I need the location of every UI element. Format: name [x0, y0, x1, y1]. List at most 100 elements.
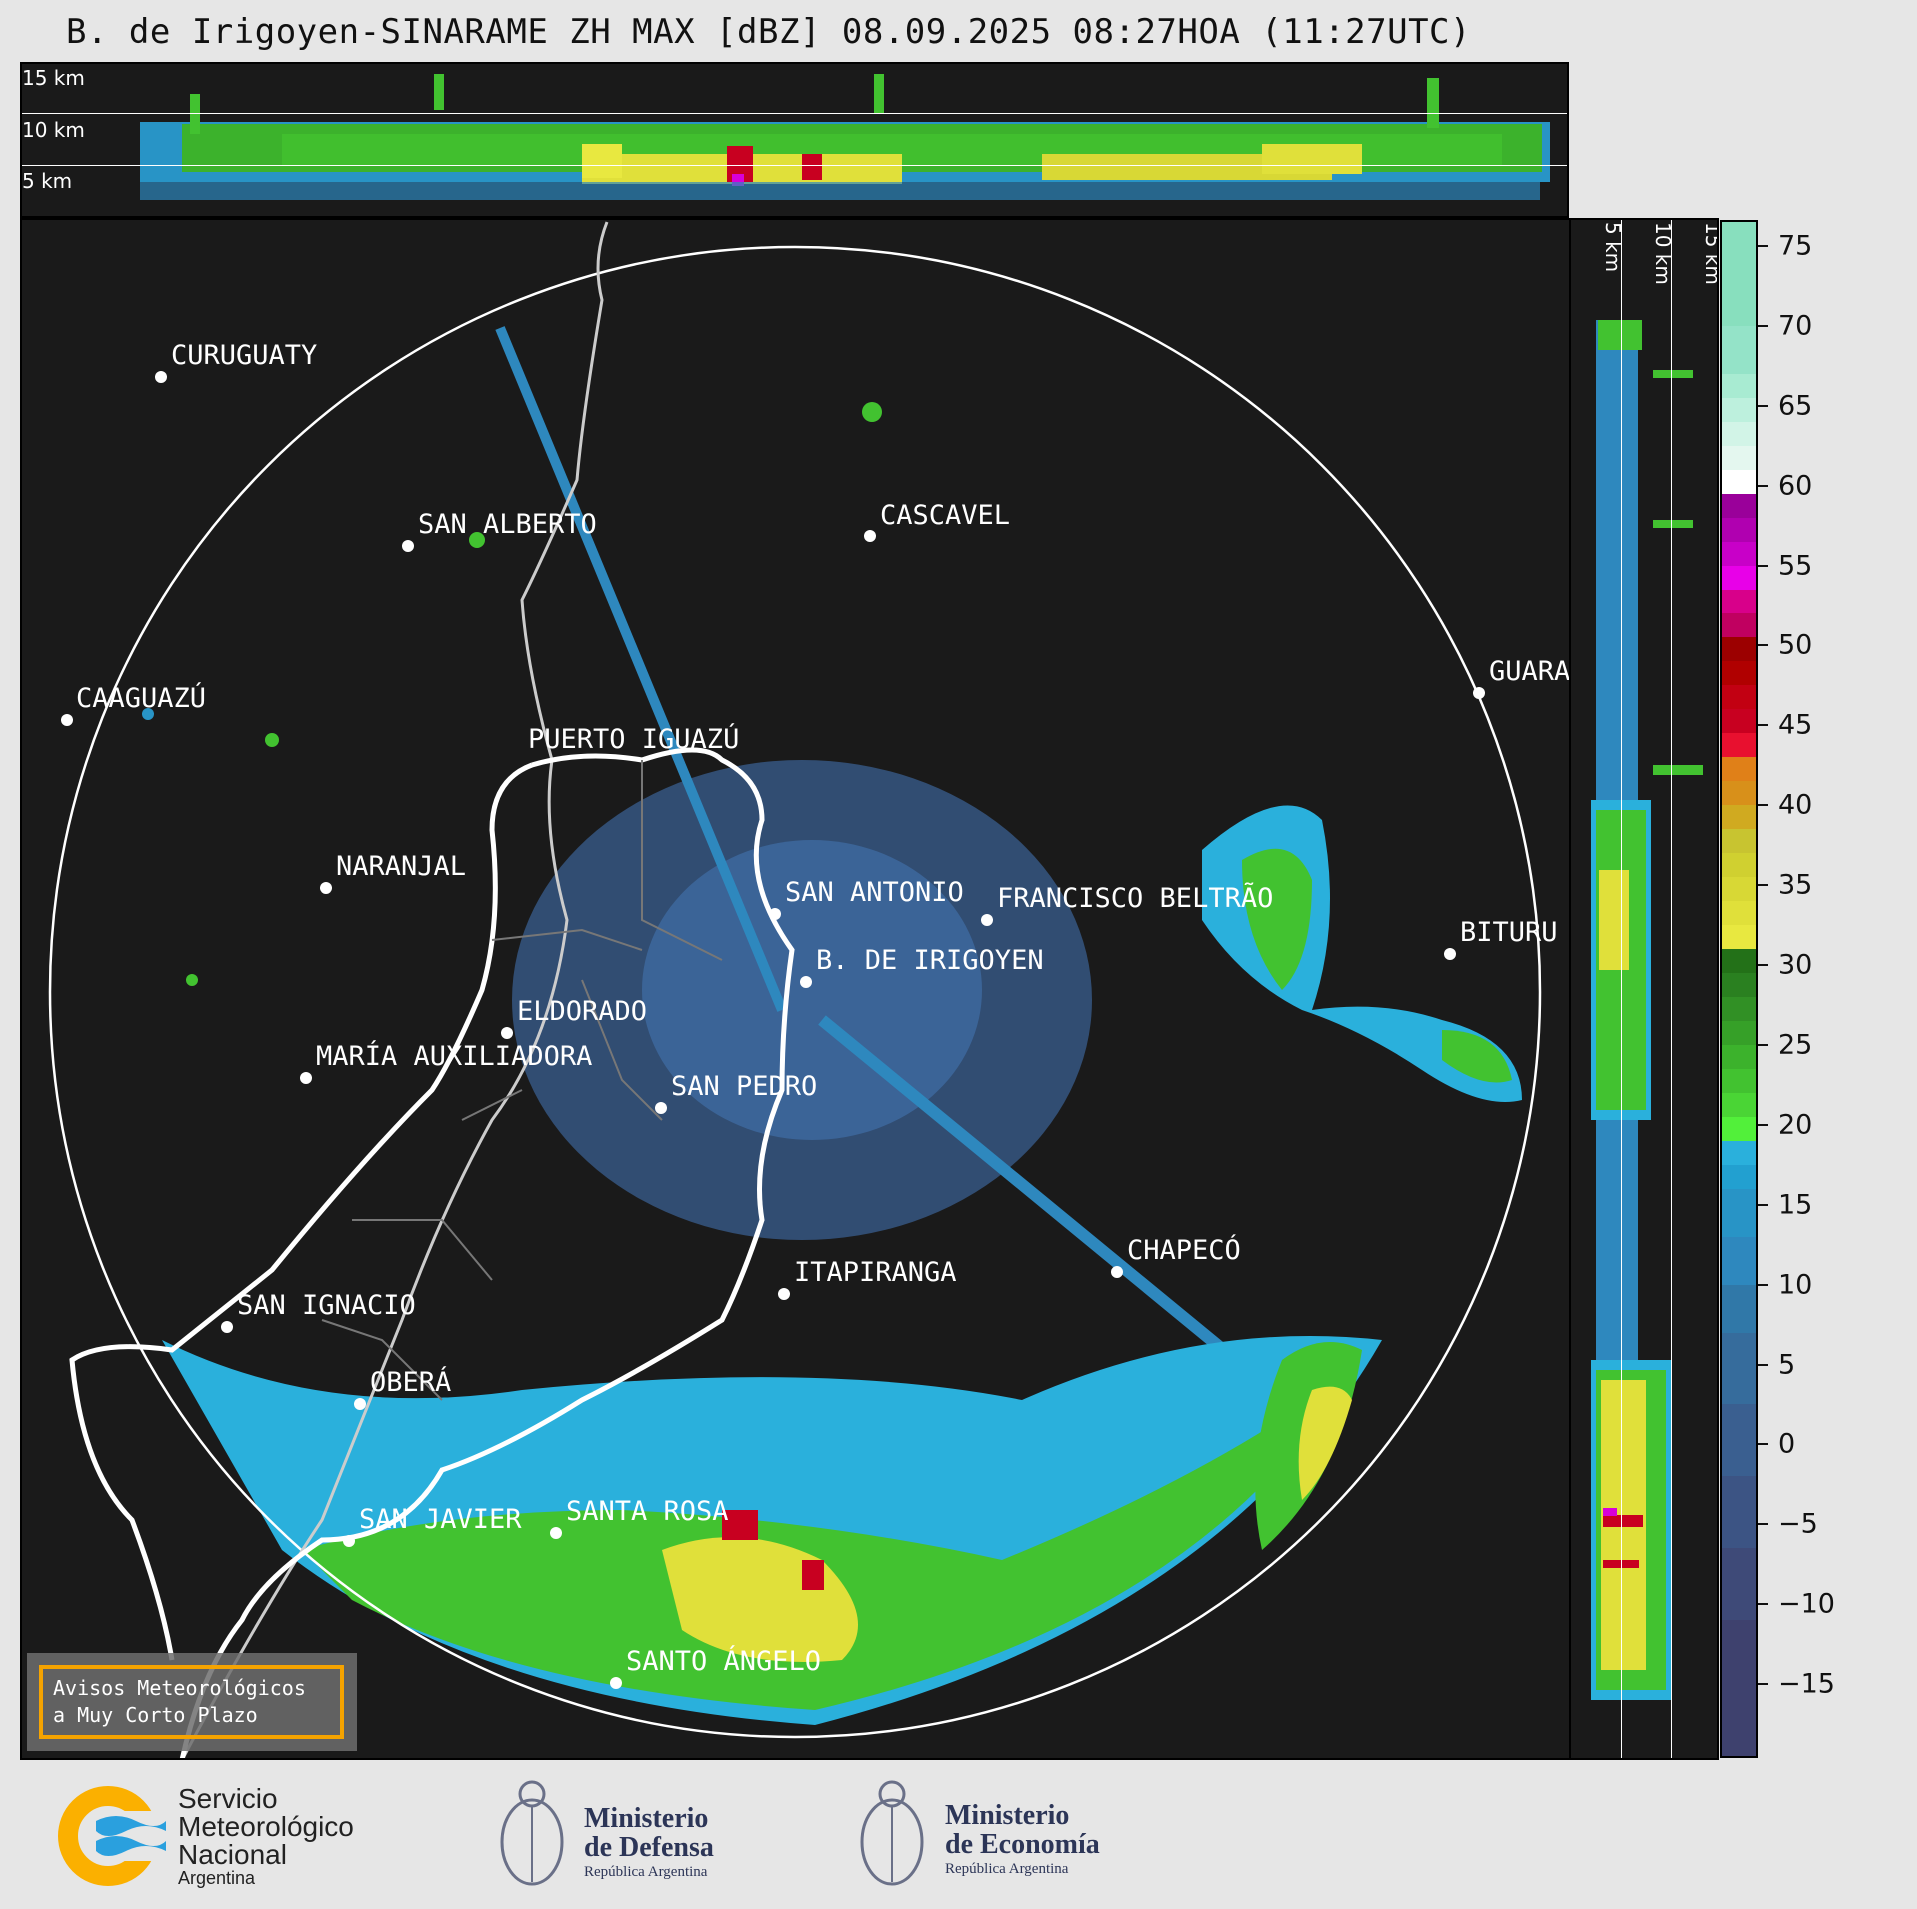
colorbar-band	[1722, 853, 1756, 878]
colorbar-band	[1722, 421, 1756, 447]
city-label: NARANJAL	[336, 851, 467, 882]
city-label: SAN ANTONIO	[785, 877, 964, 908]
dbz-colorbar	[1720, 220, 1758, 1758]
colorbar-band	[1722, 757, 1756, 782]
colorbar-band	[1722, 805, 1756, 830]
colorbar-band	[1722, 493, 1756, 519]
colorbar-band	[1722, 325, 1756, 375]
interference-spoke	[818, 1015, 1276, 1395]
precipitation-cell-east-green	[1442, 1030, 1512, 1083]
city-label: OBERÁ	[370, 1367, 452, 1398]
colorbar-tick	[1758, 1363, 1768, 1366]
city-label: ELDORADO	[517, 996, 648, 1027]
coat-of-arms-icon	[860, 1780, 924, 1886]
colorbar-band	[1722, 901, 1756, 926]
city-marker	[800, 976, 812, 988]
colorbar-tick-label: −15	[1778, 1668, 1835, 1700]
radar-map-layer	[48, 221, 1542, 1758]
ministerio-text: de Defensa	[584, 1832, 714, 1863]
city-marker	[864, 530, 876, 542]
country-border	[69, 747, 795, 1758]
colorbar-tick	[1758, 1043, 1768, 1046]
colorbar-tick-label: 40	[1778, 789, 1813, 821]
colorbar-band	[1722, 373, 1756, 399]
colorbar-band	[1722, 613, 1756, 638]
colorbar-band	[1722, 949, 1756, 974]
river-border	[181, 221, 609, 1758]
coat-of-arms-icon	[500, 1780, 564, 1886]
city-label: B. DE IRIGOYEN	[816, 945, 1044, 976]
city-marker	[155, 371, 167, 383]
colorbar-band	[1722, 1092, 1756, 1118]
colorbar-band	[1722, 469, 1756, 495]
ministerio-text: República Argentina	[945, 1861, 1069, 1877]
city-marker	[354, 1398, 366, 1410]
colorbar-tick-label: 75	[1778, 230, 1813, 262]
city-marker	[550, 1527, 562, 1539]
colorbar-tick	[1758, 1523, 1768, 1526]
city-label: CASCAVEL	[880, 500, 1011, 531]
interference-spoke	[495, 326, 787, 1012]
colorbar-tick	[1758, 404, 1768, 407]
colorbar-tick-label: 65	[1778, 390, 1813, 422]
colorbar-band	[1722, 1284, 1756, 1334]
smn-text: Servicio	[178, 1783, 278, 1814]
precipitation-core	[722, 1510, 758, 1540]
city-marker	[61, 714, 73, 726]
gridline-10km	[1671, 220, 1672, 1758]
side-height-profile-panel: 5 km 10 km 15 km	[1569, 218, 1719, 1760]
colorbar-tick	[1758, 644, 1768, 647]
city-marker	[1444, 948, 1456, 960]
colorbar-band	[1722, 1020, 1756, 1046]
city-label: CURUGUATY	[171, 340, 318, 371]
label-15km: 15 km	[22, 66, 85, 90]
colorbar-tick	[1758, 484, 1768, 487]
colorbar-band	[1722, 1548, 1756, 1621]
small-echo	[142, 708, 154, 720]
top-height-profile-panel: 15 km 10 km 5 km	[20, 62, 1569, 218]
colorbar-tick	[1758, 564, 1768, 567]
city-marker	[343, 1535, 355, 1547]
colorbar-band	[1722, 877, 1756, 902]
city-marker	[769, 908, 781, 920]
colorbar-tick-label: 70	[1778, 310, 1813, 342]
city-marker	[610, 1677, 622, 1689]
colorbar-band	[1722, 1116, 1756, 1142]
colorbar-tick	[1758, 1603, 1768, 1606]
colorbar-band	[1722, 1044, 1756, 1070]
colorbar-tick	[1758, 724, 1768, 727]
colorbar-band	[1722, 733, 1756, 758]
precipitation-core	[802, 1560, 824, 1590]
precipitation-cell-se-core	[1298, 1386, 1352, 1500]
smn-logo-mark	[58, 1786, 166, 1886]
small-echo	[186, 974, 198, 986]
colorbar-band	[1722, 541, 1756, 567]
city-marker	[1111, 1266, 1123, 1278]
colorbar-band	[1722, 1068, 1756, 1094]
ministerio-text: de Economía	[945, 1829, 1100, 1860]
colorbar-band	[1722, 781, 1756, 806]
city-label: FRANCISCO BELTRÃO	[997, 883, 1274, 914]
colorbar-band	[1722, 925, 1756, 950]
colorbar-tick-label: 20	[1778, 1109, 1813, 1141]
colorbar-band	[1722, 222, 1756, 327]
side-profile-radar-echoes	[1591, 320, 1703, 1700]
small-echo	[862, 402, 882, 422]
city-marker	[221, 1321, 233, 1333]
colorbar-tick	[1758, 1203, 1768, 1206]
city-label: SANTO ÁNGELO	[626, 1646, 822, 1677]
colorbar-tick-label: −10	[1778, 1588, 1835, 1620]
radar-map[interactable]: CURUGUATY SAN ALBERTO CASCAVEL CAAGUAZÚ …	[20, 218, 1571, 1760]
colorbar-band	[1722, 637, 1756, 662]
colorbar-tick-label: 25	[1778, 1029, 1813, 1061]
city-marker	[300, 1072, 312, 1084]
colorbar-tick-label: 0	[1778, 1428, 1796, 1460]
gridline-5km	[22, 165, 1567, 166]
warning-box[interactable]: Avisos Meteorológicos a Muy Corto Plazo	[39, 1665, 344, 1739]
smn-text: Argentina	[178, 1868, 256, 1888]
colorbar-tick-label: 10	[1778, 1269, 1813, 1301]
colorbar-tick-label: 50	[1778, 629, 1813, 661]
colorbar-tick	[1758, 244, 1768, 247]
colorbar-band	[1722, 973, 1756, 998]
city-label: CHAPECÓ	[1127, 1235, 1241, 1266]
